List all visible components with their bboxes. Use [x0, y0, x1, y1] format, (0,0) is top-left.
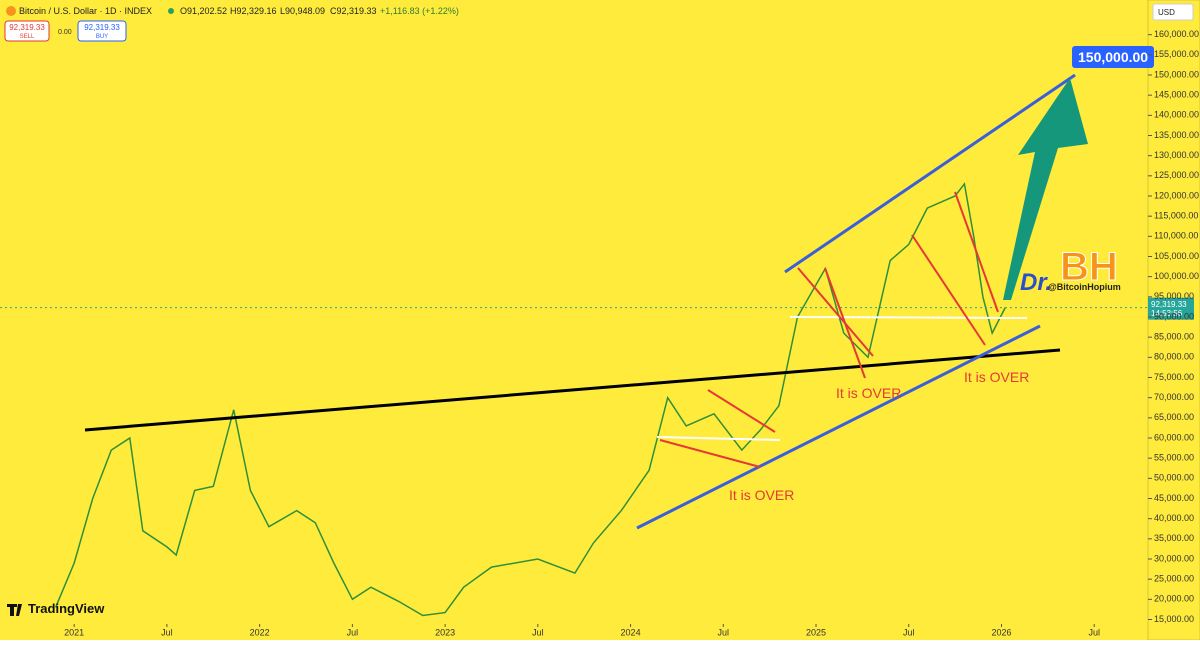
y-tick-label: 160,000.00 [1154, 29, 1199, 39]
ohlc-change: +1,116.83 (+1.22%) [380, 6, 459, 16]
buy-price: 92,319.33 [84, 23, 120, 32]
y-tick-label: 155,000.00 [1154, 49, 1199, 59]
target-label-box [1072, 46, 1154, 68]
support-line [656, 436, 781, 441]
y-tick-label: 95,000.00 [1154, 291, 1194, 301]
y-tick-label: 15,000.00 [1154, 614, 1194, 624]
y-tick-label: 40,000.00 [1154, 513, 1194, 523]
x-tick-label: 2021 [64, 627, 84, 637]
sell-label: SELL [20, 34, 35, 40]
trendline [84, 348, 1061, 432]
brand-logo [7, 604, 22, 616]
price-tag-countdown: 14:53:56 [1151, 309, 1183, 318]
price-tag-price: 92,319.33 [1151, 300, 1187, 309]
y-tick-label: 75,000.00 [1154, 372, 1194, 382]
y-tick-label: 110,000.00 [1154, 231, 1198, 241]
y-tick-label: 20,000.00 [1154, 594, 1194, 604]
y-tick-label: 105,000.00 [1154, 251, 1199, 261]
y-tick-label: 30,000.00 [1154, 553, 1194, 563]
x-tick-label: 2023 [435, 627, 455, 637]
logo-bh: BH [1060, 245, 1118, 289]
x-tick-label: 2026 [991, 627, 1011, 637]
currency: USD [1158, 8, 1175, 17]
y-tick-label: 45,000.00 [1154, 493, 1194, 503]
annotation: It is OVER [836, 385, 901, 401]
sell-button[interactable] [4, 20, 50, 42]
target-label: 150,000.00 [1078, 49, 1148, 65]
symbol[interactable]: Bitcoin / U.S. Dollar · 1D · INDEX [19, 6, 152, 16]
y-tick-label: 135,000.00 [1154, 130, 1199, 140]
x-tick-label: 2024 [621, 627, 641, 637]
plot [0, 182, 1148, 617]
y-tick-label: 65,000.00 [1154, 412, 1194, 422]
target-arrow [1003, 78, 1088, 300]
x-tick-label: Jul [1088, 627, 1100, 637]
spread: 0.00 [58, 29, 72, 36]
brand: TradingView [28, 601, 105, 616]
x-tick-label: Jul [718, 627, 730, 637]
ohlc-open: O91,202.52 [180, 6, 227, 16]
x-tick-label: 2022 [250, 627, 270, 637]
price-tag-box [1148, 297, 1194, 320]
ohlc-close: C92,319.33 [330, 6, 377, 16]
x-tick-label: Jul [347, 627, 359, 637]
y-tick-label: 55,000.00 [1154, 453, 1194, 463]
y-tick-label: 50,000.00 [1154, 473, 1194, 483]
y-tick-label: 120,000.00 [1154, 190, 1199, 200]
y-tick-label: 115,000.00 [1154, 211, 1198, 221]
y-tick-label: 80,000.00 [1154, 352, 1194, 362]
logo-dr: Dr. [1020, 269, 1052, 296]
x-tick-label: Jul [532, 627, 544, 637]
status-dot [168, 8, 174, 14]
flag-lines [659, 191, 999, 468]
ohlc-high: H92,329.16 [230, 6, 277, 16]
buy-label: BUY [96, 34, 108, 40]
sell-price: 92,319.33 [9, 23, 45, 32]
support-line [789, 316, 1028, 319]
y-tick-label: 70,000.00 [1154, 392, 1194, 402]
y-tick-label: 130,000.00 [1154, 150, 1199, 160]
logo-handle: @BitcoinHopium [1048, 282, 1121, 292]
y-tick-label: 140,000.00 [1154, 110, 1199, 120]
currency-button[interactable] [1152, 3, 1194, 21]
y-tick-label: 150,000.00 [1154, 69, 1199, 79]
price-line [54, 182, 1006, 617]
annotation: It is OVER [964, 369, 1029, 385]
price-axis [1147, 0, 1200, 641]
trendline [784, 73, 1076, 274]
symbol-icon [6, 6, 16, 16]
y-tick-label: 145,000.00 [1154, 90, 1199, 100]
annotation: It is OVER [729, 487, 794, 503]
x-tick-label: 2025 [806, 627, 826, 637]
y-tick-label: 25,000.00 [1154, 574, 1194, 584]
trendline [636, 324, 1041, 530]
ohlc-low: L90,948.09 [280, 6, 325, 16]
x-tick-label: Jul [903, 627, 915, 637]
y-tick-label: 100,000.00 [1154, 271, 1199, 281]
y-tick-label: 60,000.00 [1154, 432, 1194, 442]
buy-button[interactable] [77, 20, 127, 42]
y-tick-label: 125,000.00 [1154, 170, 1199, 180]
y-tick-label: 35,000.00 [1154, 533, 1194, 543]
y-tick-label: 85,000.00 [1154, 332, 1194, 342]
x-tick-label: Jul [161, 627, 173, 637]
y-tick-label: 90,000.00 [1154, 311, 1194, 321]
